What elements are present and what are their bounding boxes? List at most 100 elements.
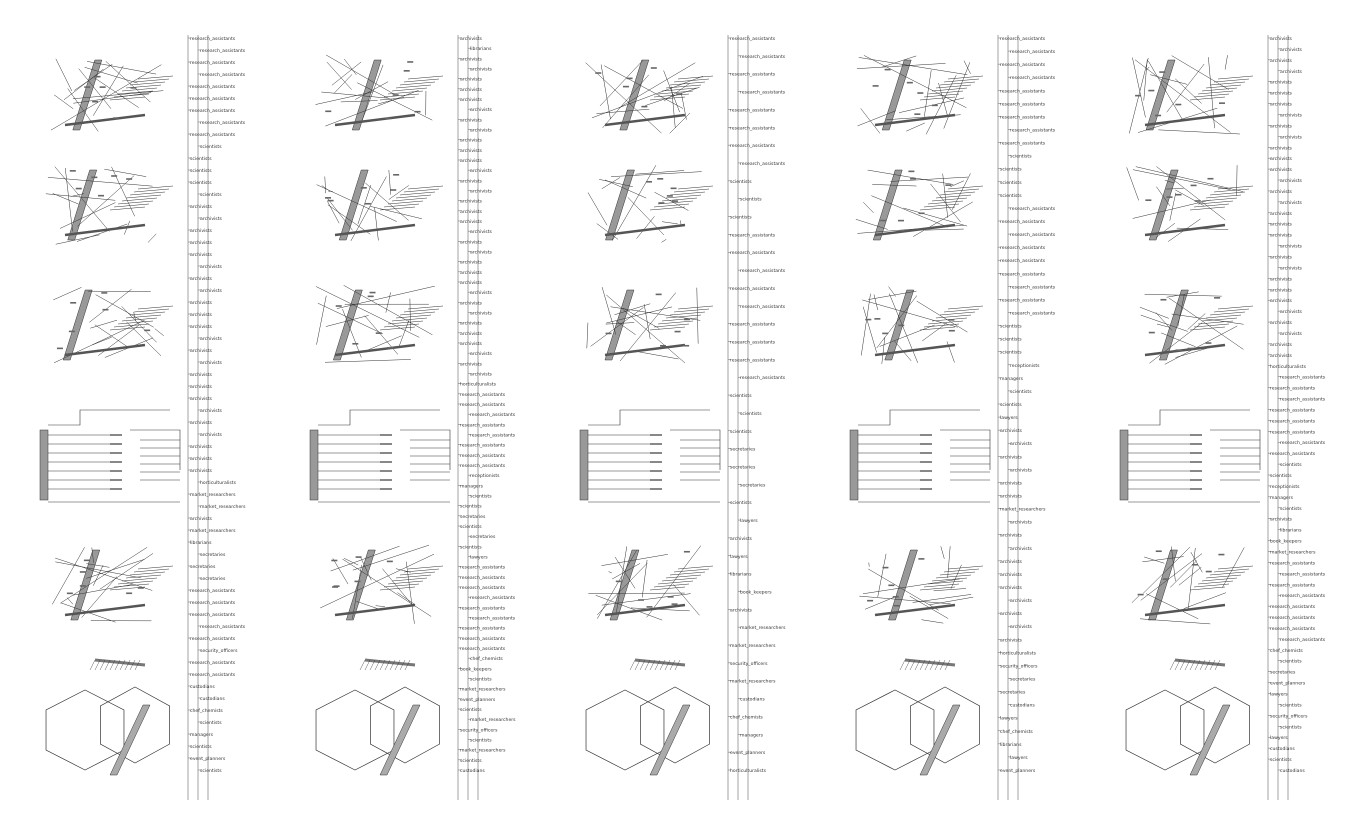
- timeline-label: archivists: [470, 290, 493, 296]
- timeline-label: archivists: [1000, 559, 1023, 565]
- timeline-label: archivists: [460, 219, 483, 225]
- timeline-label: research_assistants: [190, 60, 236, 66]
- timeline-label: archivists: [1270, 255, 1293, 261]
- timeline-label: secretaries: [1270, 670, 1296, 676]
- network-sketch: [1139, 289, 1254, 365]
- timeline-label: archivists: [1000, 637, 1023, 643]
- timeline-label: managers: [1000, 376, 1024, 382]
- timeline-label: scientists: [1000, 337, 1022, 343]
- timeline-label: research_assistants: [460, 443, 506, 449]
- panel-5: archivists archivists archivists archivists…: [1119, 35, 1326, 800]
- timeline-label: scientists: [1000, 167, 1022, 173]
- timeline-label: research_assistants: [730, 357, 776, 363]
- timeline-label: archivists: [1000, 611, 1023, 617]
- timeline-label: scientists: [1000, 324, 1022, 330]
- network-sketch: [1131, 546, 1254, 625]
- timeline-label: research_assistants: [1270, 560, 1316, 566]
- timeline-label: archivists: [460, 361, 483, 367]
- timeline-label: archivists: [200, 264, 223, 270]
- timeline-label: scientists: [740, 411, 762, 417]
- timeline-label: archivists: [470, 128, 493, 134]
- timeline-label: research_assistants: [1010, 128, 1056, 134]
- timeline-label: market_researchers: [740, 625, 786, 631]
- timeline-label: archivists: [1280, 112, 1303, 118]
- timeline-label: research_assistants: [1280, 593, 1326, 599]
- timeline-label: archivists: [460, 209, 483, 215]
- timeline-label: research_assistants: [190, 36, 236, 42]
- timeline-label: research_assistants: [730, 36, 776, 42]
- timeline-label: lawyers: [1270, 692, 1288, 698]
- timeline-label: archivists: [1280, 134, 1303, 140]
- timeline-label: lawyers: [1270, 735, 1288, 741]
- timeline-label: archivists: [460, 117, 483, 123]
- timeline-label: secretaries: [200, 576, 226, 582]
- timeline-label: archivists: [1280, 265, 1303, 271]
- timeline-label: archivists: [1270, 102, 1293, 108]
- timeline-label: research_assistants: [190, 96, 236, 102]
- timeline-label: research_assistants: [730, 340, 776, 346]
- timeline-label: archivists: [1270, 276, 1293, 282]
- timeline-label: archivists: [1270, 222, 1293, 228]
- timeline-label: archivists: [460, 280, 483, 286]
- timeline-label: scientists: [460, 707, 482, 713]
- timeline-label: archivists: [1270, 123, 1293, 129]
- timeline-label: archivists: [1000, 585, 1023, 591]
- panel-3: research_assistantsresearch_assistantsre…: [579, 35, 786, 800]
- timeline-label: archivists: [1280, 47, 1303, 53]
- timeline-label: research_assistants: [1000, 141, 1046, 147]
- timeline-label: research_assistants: [190, 672, 236, 678]
- timeline-label: archivists: [1000, 454, 1023, 460]
- timeline-label: managers: [190, 732, 214, 738]
- panel-4: research_assistantsresearch_assistantsre…: [849, 35, 1056, 800]
- network-sketches: [1119, 55, 1261, 776]
- timeline-label: research_assistants: [200, 72, 246, 78]
- timeline-label: custodians: [740, 697, 765, 703]
- timeline-label: archivists: [1270, 320, 1293, 326]
- timeline-label: horticulturalists: [1270, 364, 1307, 370]
- timeline-label: market_researchers: [1270, 549, 1316, 555]
- network-sketch: [856, 55, 984, 135]
- timeline-label: archivists: [1000, 428, 1023, 434]
- timeline-label: archivists: [190, 384, 213, 390]
- timeline-label: scientists: [1000, 402, 1022, 408]
- timeline-label: market_researchers: [1000, 507, 1046, 513]
- timeline-label: custodians: [460, 768, 485, 774]
- timeline-label: archivists: [1270, 80, 1293, 86]
- timeline-label: scientists: [460, 524, 482, 530]
- network-sketch: [855, 169, 984, 241]
- timeline-label: secretaries: [200, 552, 226, 558]
- timeline-label: research_assistants: [200, 48, 246, 54]
- timeline-label: archivists: [190, 420, 213, 426]
- timeline-label: archivists: [190, 228, 213, 234]
- timeline-label: archivists: [1010, 624, 1033, 630]
- timeline-label: research_assistants: [460, 422, 506, 428]
- network-sketch: [315, 285, 444, 363]
- timeline-label: archivists: [190, 276, 213, 282]
- timeline-label: secretaries: [730, 464, 756, 470]
- timeline-label: librarians: [1280, 528, 1302, 534]
- timeline-label: archivists: [470, 229, 493, 235]
- timeline-label: archivists: [200, 408, 223, 414]
- timeline-label: research_assistants: [1010, 311, 1056, 317]
- timeline-label: archivists: [460, 341, 483, 347]
- timeline-label: book_keepers: [1270, 539, 1302, 545]
- timeline-label: archivists: [190, 516, 213, 522]
- timeline-label: archivists: [1270, 287, 1293, 293]
- timeline-label: event_planners: [730, 750, 766, 756]
- timeline: archivists librarians archivists archivists…: [457, 35, 516, 800]
- timeline-label: archivists: [190, 456, 213, 462]
- timeline-label: archivists: [190, 468, 213, 474]
- timeline-label: research_assistants: [730, 143, 776, 149]
- network-sketch: [849, 409, 991, 503]
- timeline-label: archivists: [1270, 233, 1293, 239]
- timeline-label: custodians: [190, 684, 215, 690]
- timeline-label: lawyers: [740, 518, 758, 524]
- timeline-label: chef_chemists: [730, 714, 763, 720]
- network-sketch: [1125, 658, 1250, 776]
- timeline-label: archivists: [1270, 167, 1293, 173]
- timeline-label: research_assistants: [1270, 386, 1316, 392]
- timeline-label: secretaries: [190, 564, 216, 570]
- timeline-label: archivists: [470, 351, 493, 357]
- timeline-label: horticulturalists: [200, 480, 237, 486]
- network-sketch: [855, 658, 980, 776]
